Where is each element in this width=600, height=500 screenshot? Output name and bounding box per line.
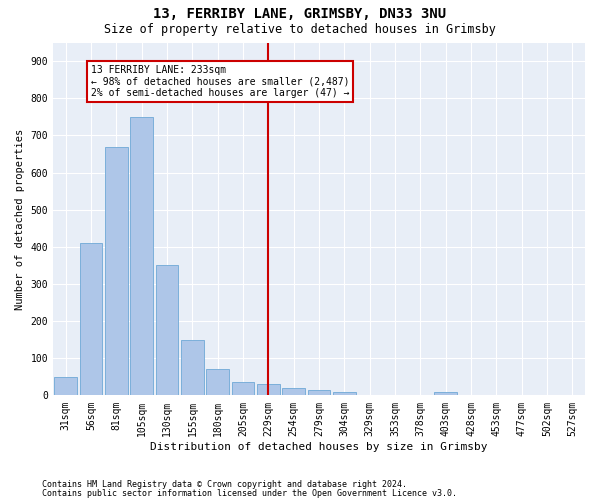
Text: Contains HM Land Registry data © Crown copyright and database right 2024.: Contains HM Land Registry data © Crown c… [42,480,407,489]
Bar [434,392,457,396]
Bar [80,243,103,396]
Text: Size of property relative to detached houses in Grimsby: Size of property relative to detached ho… [104,22,496,36]
Text: 13 FERRIBY LANE: 233sqm
← 98% of detached houses are smaller (2,487)
2% of semi-: 13 FERRIBY LANE: 233sqm ← 98% of detache… [91,65,350,98]
Bar [155,266,178,396]
Bar [130,117,153,396]
Text: 13, FERRIBY LANE, GRIMSBY, DN33 3NU: 13, FERRIBY LANE, GRIMSBY, DN33 3NU [154,8,446,22]
Bar [181,340,204,396]
Bar [257,384,280,396]
Y-axis label: Number of detached properties: Number of detached properties [15,128,25,310]
Bar [55,377,77,396]
Bar [333,392,356,396]
Bar [206,370,229,396]
Bar [308,390,331,396]
Text: Contains public sector information licensed under the Open Government Licence v3: Contains public sector information licen… [42,488,457,498]
X-axis label: Distribution of detached houses by size in Grimsby: Distribution of detached houses by size … [150,442,488,452]
Bar [282,388,305,396]
Bar [232,382,254,396]
Bar [105,146,128,396]
